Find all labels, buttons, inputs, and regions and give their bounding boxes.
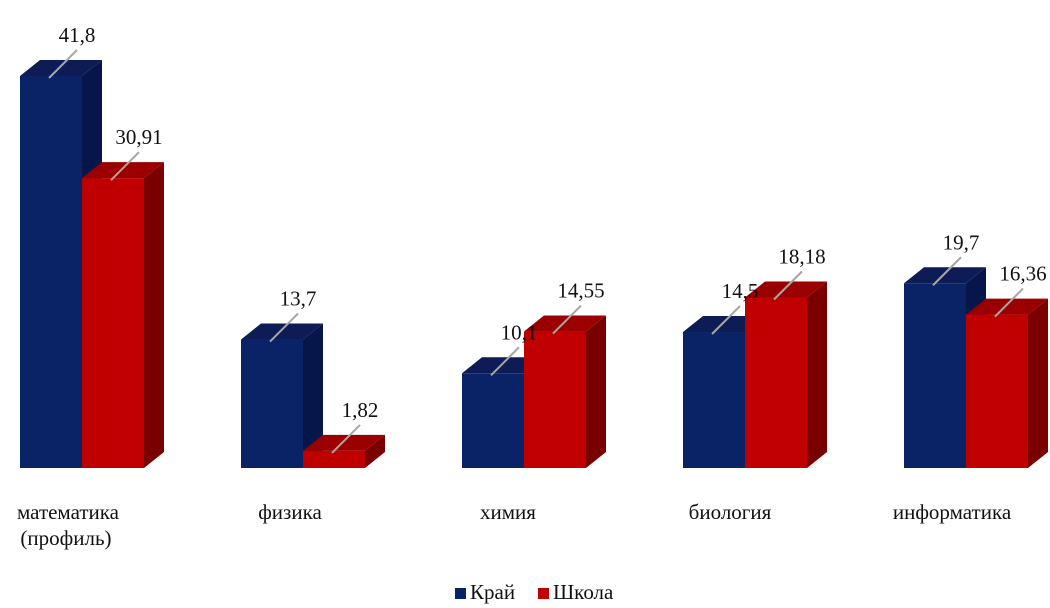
- leader-line-1-1: [331, 424, 361, 454]
- category-label-0-1: (профиль): [20, 526, 111, 550]
- legend-swatch-1: [538, 588, 549, 599]
- leader-line-3-0: [711, 305, 741, 335]
- value-label-1-0: 13,7: [280, 287, 317, 311]
- value-label-4-1: 16,36: [999, 262, 1046, 286]
- category-label-1-0: физика: [258, 500, 322, 524]
- category-label-2-0: химия: [480, 500, 536, 524]
- bar-4-0: [904, 283, 966, 468]
- legend: Край Школа: [455, 580, 614, 604]
- legend-label-0: Край: [470, 580, 515, 604]
- bar-side-3-1: [807, 281, 827, 468]
- bar-2-0: [462, 373, 524, 468]
- category-label-3-0: биология: [689, 500, 772, 524]
- value-label-3-0: 14,5: [722, 279, 759, 303]
- bar-top-1-1: [303, 434, 385, 451]
- bar-3-1: [745, 297, 807, 468]
- bar-2-1: [524, 331, 586, 468]
- leader-line-3-1: [773, 270, 803, 301]
- bar-0-1: [82, 178, 144, 468]
- value-label-1-1: 1,82: [342, 398, 379, 422]
- leader-line-2-0: [490, 346, 520, 376]
- leader-line-2-1: [552, 304, 582, 335]
- bar-top-3-1: [745, 281, 827, 298]
- bar-top-0-1: [82, 162, 164, 179]
- leader-lines-layer: [48, 49, 1024, 454]
- leader-line-4-1: [994, 287, 1024, 318]
- value-label-2-1: 14,55: [557, 279, 604, 303]
- bar-1-1: [303, 450, 365, 468]
- bar-1-0: [241, 339, 303, 468]
- bar-top-0-0: [20, 60, 102, 76]
- bar-top-2-0: [462, 357, 544, 374]
- value-labels-layer: 41,8 30,91 13,7 1,82 10,1 14,55 14,5 18,18 19,7 1…: [59, 23, 1047, 422]
- bar-top-4-1: [966, 298, 1048, 315]
- bar-top-1-0: [241, 323, 323, 340]
- bar-side-1-1: [365, 434, 385, 468]
- bar-top-2-1: [524, 315, 606, 332]
- bar-3-0: [683, 332, 745, 468]
- category-labels-layer: математика(профиль) физика химия биология ин…: [17, 500, 1012, 550]
- bar-0-0: [20, 76, 82, 468]
- bar-side-1-0: [303, 323, 323, 468]
- bar-4-1: [966, 314, 1028, 468]
- value-label-2-0: 10,1: [501, 320, 538, 344]
- leader-line-1-0: [269, 312, 299, 343]
- legend-swatch-0: [455, 588, 466, 599]
- value-label-0-1: 30,91: [115, 125, 162, 149]
- leader-line-0-1: [110, 151, 140, 181]
- bars-layer: [20, 60, 1048, 468]
- bar-top-4-0: [904, 267, 986, 284]
- legend-label-1: Школа: [553, 580, 614, 604]
- value-label-3-1: 18,18: [778, 245, 825, 269]
- bar-side-2-1: [586, 315, 606, 468]
- bar-side-4-1: [1028, 298, 1048, 468]
- bar-top-3-0: [683, 316, 765, 333]
- category-label-4-0: информатика: [893, 500, 1012, 524]
- leader-line-4-0: [932, 256, 962, 286]
- leader-line-0-0: [48, 49, 78, 79]
- category-label-0-0: математика: [17, 500, 120, 524]
- value-label-4-0: 19,7: [943, 230, 980, 254]
- bar-side-0-1: [144, 162, 164, 468]
- value-label-0-0: 41,8: [59, 23, 96, 47]
